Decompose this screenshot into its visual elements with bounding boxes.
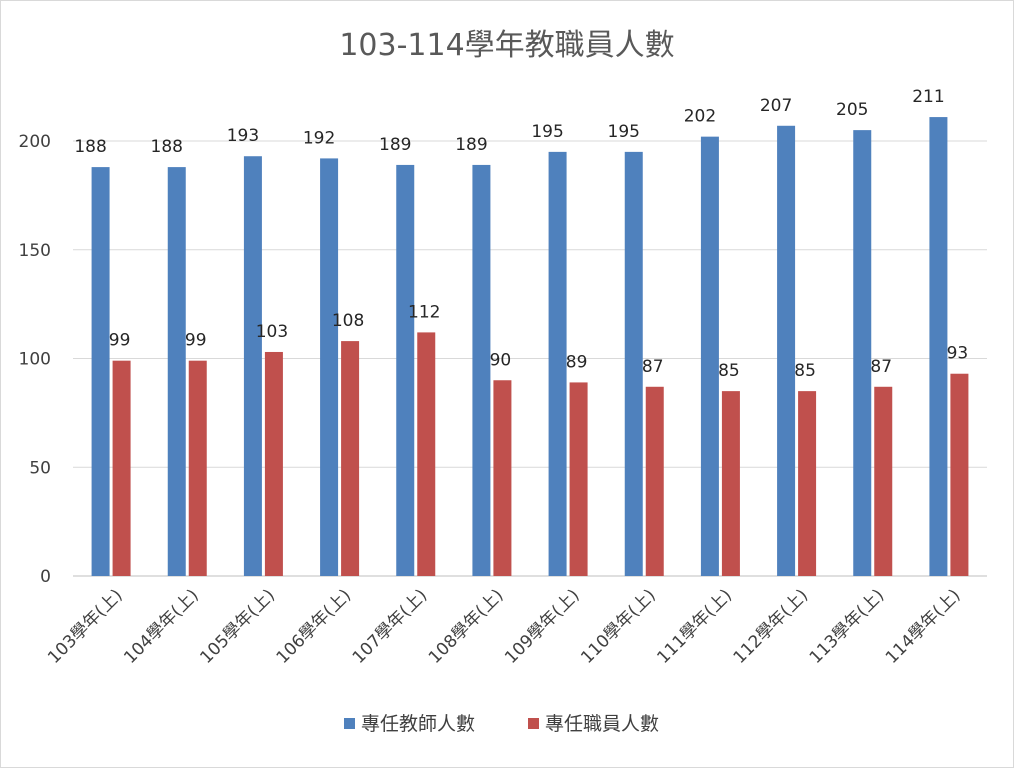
bar-staff: [493, 380, 512, 576]
x-category-label: 106學年(上): [273, 585, 356, 668]
bars: [91, 117, 969, 577]
bar-teachers: [472, 164, 491, 577]
x-category-label: 103學年(上): [44, 585, 127, 668]
bar-staff: [950, 373, 969, 576]
data-labels: 188 99 188 99 193 103 192 108 189 112 189 90 195 89 19…: [74, 87, 968, 381]
bar-staff: [341, 341, 360, 576]
legend-label: 專任職員人數: [545, 713, 659, 735]
legend-swatch: [528, 718, 539, 729]
bar-teachers: [243, 156, 262, 576]
bar-staff: [188, 360, 207, 576]
legend-swatch: [344, 718, 355, 729]
x-axis-categories: 103學年(上)104學年(上)105學年(上)106學年(上)107學年(上)…: [44, 585, 964, 668]
x-category-label: 109學年(上): [501, 585, 584, 668]
x-category-label: 110學年(上): [577, 585, 660, 668]
data-label: 195: [531, 122, 563, 142]
bar-staff: [569, 382, 588, 576]
bar-staff: [264, 351, 283, 576]
bar-teachers: [624, 151, 643, 576]
y-tick-label: 200: [19, 132, 51, 152]
data-label: 202: [684, 107, 716, 127]
bar-staff: [798, 391, 817, 576]
data-label: 188: [74, 137, 106, 157]
bar-teachers: [777, 125, 796, 577]
data-label: 87: [642, 357, 664, 377]
x-category-label: 104學年(上): [120, 585, 203, 668]
y-tick-label: 50: [29, 458, 51, 478]
bar-staff: [721, 391, 740, 576]
gridlines: [73, 140, 987, 577]
y-axis-ticks: 0 50 100 150 200: [19, 132, 51, 587]
x-category-label: 114學年(上): [882, 585, 965, 668]
data-label: 193: [227, 126, 259, 146]
data-label: 112: [408, 302, 440, 322]
data-label: 189: [379, 135, 411, 155]
bar-teachers: [320, 158, 339, 576]
bar-staff: [874, 386, 893, 576]
x-category-label: 107學年(上): [349, 585, 432, 668]
data-label: 188: [151, 137, 183, 157]
x-category-label: 105學年(上): [196, 585, 279, 668]
legend: 專任教師人數 專任職員人數: [344, 713, 659, 735]
bar-teachers: [929, 117, 948, 576]
data-label: 211: [912, 87, 944, 107]
data-label: 99: [109, 331, 131, 351]
chart-title: 103-114學年教職員人數: [339, 28, 674, 63]
legend-label: 專任教師人數: [361, 713, 475, 735]
bar-teachers: [700, 136, 719, 576]
bar-staff: [645, 386, 664, 576]
data-label: 87: [870, 357, 892, 377]
data-label: 99: [185, 331, 207, 351]
bar-teachers: [167, 167, 186, 576]
data-label: 207: [760, 96, 792, 116]
x-category-label: 108學年(上): [425, 585, 508, 668]
bar-teachers: [396, 164, 415, 577]
y-tick-label: 150: [19, 241, 51, 261]
data-label: 108: [332, 311, 364, 331]
bar-staff: [112, 360, 131, 576]
bar-teachers: [91, 167, 110, 576]
data-label: 93: [947, 344, 969, 364]
data-label: 103: [256, 322, 288, 342]
bar-teachers: [853, 130, 872, 576]
data-label: 90: [490, 350, 512, 370]
bar-staff: [417, 332, 436, 576]
data-label: 195: [608, 122, 640, 142]
data-label: 85: [718, 361, 740, 381]
y-tick-label: 100: [19, 350, 51, 370]
data-label: 89: [566, 352, 588, 372]
data-label: 192: [303, 128, 335, 148]
data-label: 189: [455, 135, 487, 155]
bar-teachers: [548, 151, 567, 576]
x-category-label: 111學年(上): [653, 585, 736, 668]
x-category-label: 112學年(上): [730, 585, 813, 668]
data-label: 205: [836, 100, 868, 120]
x-category-label: 113學年(上): [806, 585, 889, 668]
y-tick-label: 0: [40, 567, 51, 587]
data-label: 85: [794, 361, 816, 381]
